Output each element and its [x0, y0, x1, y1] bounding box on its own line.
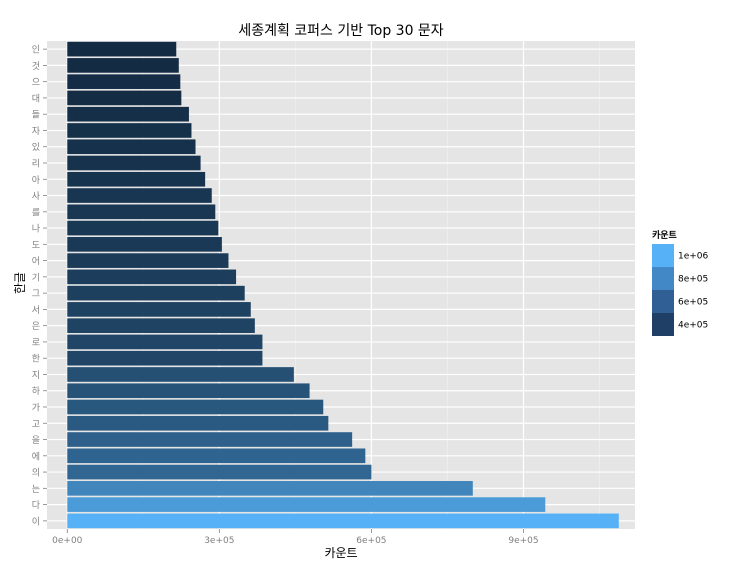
- x-tick-label: 3e+05: [204, 536, 234, 546]
- x-tick-label: 6e+05: [356, 536, 386, 546]
- bar: [67, 269, 237, 285]
- bar: [67, 123, 192, 138]
- x-tick-label: 0e+00: [52, 536, 83, 546]
- y-tick-label: 아: [32, 175, 41, 186]
- y-tick-label: 로: [32, 338, 40, 348]
- bar: [67, 188, 212, 203]
- y-tick-label: 고: [32, 420, 40, 430]
- y-tick-label: 하: [32, 386, 41, 397]
- bar: [67, 90, 182, 106]
- y-tick-label: 을: [32, 435, 40, 446]
- x-tick-label: 9e+05: [508, 536, 538, 546]
- y-tick-label: 으: [32, 77, 40, 88]
- y-tick-label: 그: [32, 290, 40, 300]
- chart-title: 세종계획 코퍼스 기반 Top 30 문자: [238, 23, 443, 39]
- y-tick-label: 나: [32, 224, 40, 235]
- legend: 카운트 1e+06 8e+05 6e+05 4e+05: [652, 229, 709, 336]
- y-tick-label: 은: [32, 321, 40, 332]
- y-tick-label: 있: [32, 141, 40, 153]
- y-tick-label: 의: [32, 468, 40, 479]
- bar: [67, 350, 263, 366]
- legend-label: 4e+05: [678, 321, 708, 331]
- legend-key: [652, 313, 674, 336]
- y-tick-label: 사: [32, 191, 41, 202]
- bar: [67, 464, 372, 480]
- bar: [67, 383, 310, 399]
- bar: [67, 204, 216, 220]
- bar: [67, 513, 619, 529]
- legend-label: 6e+05: [678, 298, 708, 308]
- y-tick-label: 기: [32, 272, 40, 283]
- bar: [67, 318, 255, 333]
- y-tick-label: 것: [32, 61, 40, 72]
- legend-key: [652, 244, 674, 267]
- legend-title: 카운트: [652, 229, 678, 241]
- y-tick-label: 이: [32, 516, 40, 527]
- bar: [67, 302, 251, 317]
- x-tick-labels: 0e+00 3e+05 6e+05 9e+05: [52, 529, 539, 546]
- bar: [67, 220, 219, 236]
- bar: [67, 155, 201, 171]
- bar: [67, 74, 181, 89]
- y-tick-label: 들: [32, 110, 40, 121]
- y-tick-label: 자: [32, 126, 41, 137]
- bar: [67, 285, 245, 301]
- bar: [67, 237, 222, 252]
- bar: [67, 41, 177, 57]
- legend-key: [652, 267, 674, 290]
- legend-label: 8e+05: [678, 275, 708, 285]
- y-tick-label: 한: [32, 354, 40, 365]
- bar: [67, 106, 189, 122]
- bar: [67, 497, 546, 512]
- legend-label: 1e+06: [678, 252, 709, 262]
- y-axis-title: 한글: [13, 272, 27, 294]
- bar: [67, 171, 206, 187]
- legend-key: [652, 290, 674, 313]
- bar: [67, 334, 263, 350]
- y-tick-label: 도: [32, 241, 40, 251]
- y-tick-label: 지: [32, 370, 40, 381]
- bar: [67, 367, 294, 382]
- bar: [67, 58, 179, 73]
- bar: [67, 432, 353, 447]
- bar: [67, 253, 229, 268]
- bar: [67, 139, 196, 155]
- y-tick-label: 가: [32, 403, 40, 414]
- y-tick-label: 서: [32, 305, 40, 316]
- x-axis-title: 카운트: [324, 546, 357, 560]
- y-tick-label: 리: [32, 159, 40, 170]
- y-tick-label: 어: [32, 256, 40, 267]
- bar: [67, 415, 329, 431]
- y-tick-label: 대: [32, 93, 40, 104]
- plot-panel: [47, 41, 635, 529]
- bar: [67, 481, 473, 496]
- y-tick-label: 다: [32, 500, 41, 511]
- y-tick-label: 를: [32, 207, 40, 218]
- bar: [67, 448, 366, 464]
- bar: [67, 399, 324, 415]
- y-tick-label: 인: [32, 45, 40, 56]
- bars: [67, 41, 619, 529]
- y-tick-label: 에: [32, 451, 40, 462]
- y-tick-label: 는: [32, 484, 40, 495]
- legend-keys: 1e+06 8e+05 6e+05 4e+05: [652, 244, 709, 336]
